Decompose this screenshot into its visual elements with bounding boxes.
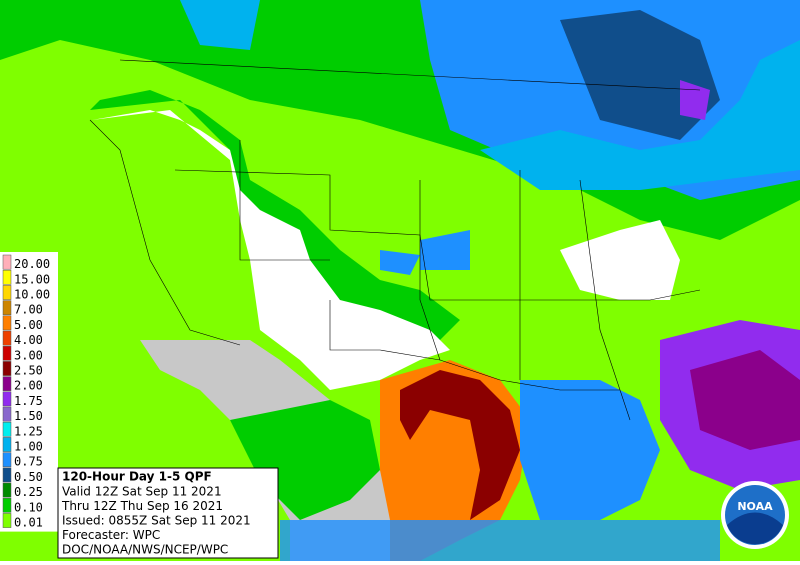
legend-label: 0.25 xyxy=(14,485,43,499)
legend-swatch xyxy=(2,269,12,285)
legend-label: 2.00 xyxy=(14,379,43,393)
legend-label: 5.00 xyxy=(14,318,43,332)
legend-swatch xyxy=(2,482,12,498)
legend-swatch xyxy=(2,452,12,468)
legend-swatch xyxy=(2,421,12,437)
info-box-frame xyxy=(57,467,279,559)
legend-label: 2.50 xyxy=(14,364,43,378)
legend-swatch xyxy=(2,300,12,316)
legend-swatch xyxy=(2,391,12,407)
legend: 20.0015.0010.007.005.004.003.002.502.001… xyxy=(0,252,58,532)
legend-label: 4.00 xyxy=(14,333,43,347)
legend-swatch xyxy=(2,315,12,331)
logo-text: NOAA xyxy=(737,500,773,513)
info-line: DOC/NOAA/NWS/NCEP/WPC xyxy=(62,543,228,557)
legend-swatch xyxy=(2,376,12,392)
state-borders xyxy=(89,59,701,421)
legend-swatch xyxy=(2,406,12,422)
legend-label: 1.50 xyxy=(14,409,43,423)
legend-swatch xyxy=(2,361,12,376)
legend-label: 0.50 xyxy=(14,470,43,484)
legend-label: 0.01 xyxy=(14,516,43,530)
legend-label: 20.00 xyxy=(14,257,50,271)
legend-swatch xyxy=(2,437,12,452)
legend-label: 7.00 xyxy=(14,303,43,317)
info-box: 120-Hour Day 1-5 QPF Valid 12Z Sat Sep 1… xyxy=(57,467,279,559)
legend-swatch xyxy=(2,497,12,513)
info-line: Thru 12Z Thu Sep 16 2021 xyxy=(61,499,223,513)
legend-label: 10.00 xyxy=(14,288,50,302)
legend-swatch xyxy=(2,513,12,528)
legend-label: 1.25 xyxy=(14,424,43,438)
legend-swatch xyxy=(2,330,12,346)
info-title: 120-Hour Day 1-5 QPF xyxy=(62,470,212,484)
legend-label: 15.00 xyxy=(14,272,50,286)
info-line: Issued: 0855Z Sat Sep 11 2021 xyxy=(62,514,251,528)
legend-label: 1.75 xyxy=(14,394,43,408)
legend-label: 0.75 xyxy=(14,455,43,469)
legend-label: 1.00 xyxy=(14,440,43,454)
info-line: Valid 12Z Sat Sep 11 2021 xyxy=(62,485,222,499)
legend-swatch xyxy=(2,345,12,361)
info-line: Forecaster: WPC xyxy=(62,528,160,542)
legend-swatch xyxy=(2,254,12,270)
legend-swatch xyxy=(2,285,12,300)
legend-label: 0.10 xyxy=(14,500,43,514)
noaa-logo: NOAA xyxy=(721,481,789,549)
legend-label: 3.00 xyxy=(14,348,43,362)
legend-swatch xyxy=(2,467,12,483)
